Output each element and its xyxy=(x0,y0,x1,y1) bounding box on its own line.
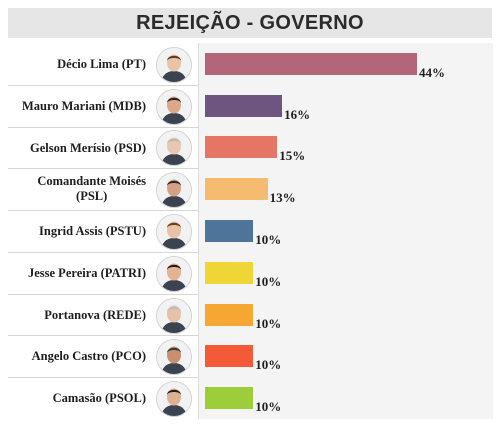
category-label: Jesse Pereira (PATRI) xyxy=(8,252,146,294)
data-label: 13% xyxy=(269,190,296,205)
data-label: 10% xyxy=(255,399,282,414)
category-label-line: Comandante Moisés xyxy=(37,174,146,188)
data-label: 15% xyxy=(279,148,306,163)
category-label: Décio Lima (PT) xyxy=(8,43,146,85)
row-divider xyxy=(8,252,198,253)
category-label-text: Angelo Castro (PCO) xyxy=(32,349,146,364)
category-label-line: (PSL) xyxy=(76,189,108,203)
data-label: 10% xyxy=(255,232,282,247)
candidate-avatar xyxy=(156,256,192,292)
category-label-line: Gelson Merísio (PSD) xyxy=(30,140,146,155)
bar xyxy=(205,387,254,409)
row-divider xyxy=(8,377,198,378)
category-label-text: Comandante Moisés (PSL) xyxy=(37,174,146,204)
bar xyxy=(205,220,254,242)
row-divider xyxy=(8,294,198,295)
row-divider xyxy=(8,127,198,128)
person-icon xyxy=(157,257,191,291)
data-label: 44% xyxy=(419,65,445,80)
category-label-line: Jesse Pereira (PATRI) xyxy=(27,265,146,280)
candidate-avatar xyxy=(156,130,192,166)
bar xyxy=(205,136,278,158)
category-label: Gelson Merísio (PSD) xyxy=(8,127,146,169)
category-label: Ingrid Assis (PSTU) xyxy=(8,210,146,252)
person-icon xyxy=(157,215,191,249)
data-label: 10% xyxy=(255,316,282,331)
bar xyxy=(205,178,268,200)
category-label-line: Décio Lima (PT) xyxy=(57,56,146,71)
candidate-avatar xyxy=(156,214,192,250)
candidate-avatar xyxy=(156,172,192,208)
bar xyxy=(205,53,417,75)
data-label: 10% xyxy=(255,357,282,372)
person-icon xyxy=(157,48,191,82)
candidate-avatar xyxy=(156,381,192,417)
candidate-avatar xyxy=(156,89,192,125)
bar xyxy=(205,95,283,117)
person-icon xyxy=(157,131,191,165)
category-label-text: Gelson Merísio (PSD) xyxy=(30,141,146,156)
title-bar: REJEIÇÃO - GOVERNO xyxy=(8,8,492,38)
category-label-text: Portanova (REDE) xyxy=(44,308,146,323)
row-divider xyxy=(8,210,198,211)
bar xyxy=(205,304,254,326)
category-label: Comandante Moisés (PSL) xyxy=(8,168,146,210)
data-label: 16% xyxy=(284,107,311,122)
candidate-avatar xyxy=(156,298,192,334)
person-icon xyxy=(157,299,191,333)
category-label-line: Portanova (REDE) xyxy=(44,307,146,322)
category-label-line: Mauro Mariani (MDB) xyxy=(21,98,146,113)
row-divider xyxy=(8,85,198,86)
category-label: Angelo Castro (PCO) xyxy=(8,335,146,377)
person-icon xyxy=(157,340,191,374)
category-label: Camasão (PSOL) xyxy=(8,377,146,419)
bar xyxy=(205,262,254,284)
row-divider xyxy=(8,335,198,336)
category-label: Portanova (REDE) xyxy=(8,294,146,336)
candidate-avatar xyxy=(156,47,192,83)
candidate-avatar xyxy=(156,339,192,375)
category-label-line: Ingrid Assis (PSTU) xyxy=(39,223,146,238)
bar xyxy=(205,345,254,367)
person-icon xyxy=(157,173,191,207)
category-label-text: Mauro Mariani (MDB) xyxy=(22,99,146,114)
category-label-line: Angelo Castro (PCO) xyxy=(31,348,146,363)
person-icon xyxy=(157,382,191,416)
data-label: 10% xyxy=(255,274,282,289)
category-label-text: Ingrid Assis (PSTU) xyxy=(39,224,146,239)
chart-title: REJEIÇÃO - GOVERNO xyxy=(136,11,364,34)
category-label-line: Camasão (PSOL) xyxy=(52,390,146,405)
category-label-text: Décio Lima (PT) xyxy=(57,57,146,72)
category-label-text: Camasão (PSOL) xyxy=(53,391,146,406)
row-divider xyxy=(8,168,198,169)
category-label-text: Jesse Pereira (PATRI) xyxy=(28,266,146,281)
person-icon xyxy=(157,90,191,124)
category-label: Mauro Mariani (MDB) xyxy=(8,85,146,127)
